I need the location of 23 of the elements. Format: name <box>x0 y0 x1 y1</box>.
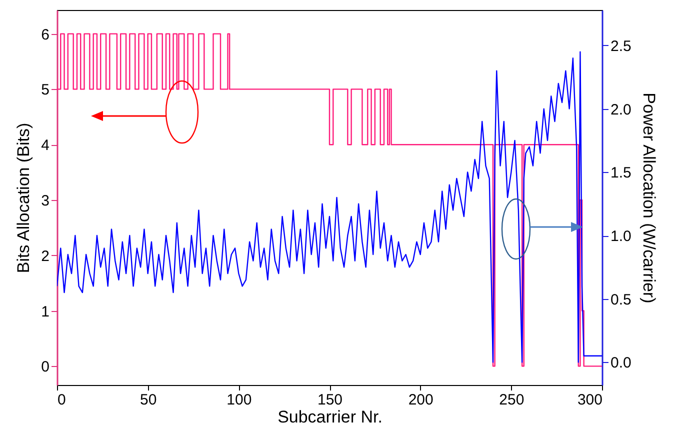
y-tick-label: 5 <box>41 82 50 99</box>
x-tick-label: 300 <box>577 392 602 408</box>
x-tick-label: 50 <box>140 392 157 408</box>
y-tick-label: 4 <box>41 137 50 154</box>
y2-tick-label: 2.5 <box>610 38 632 55</box>
y2-tick-label: 2.0 <box>610 101 632 118</box>
x-tick-label: 0 <box>58 392 66 408</box>
y2-tick-label: 1.0 <box>610 228 632 246</box>
x-tick-label: 150 <box>317 392 343 408</box>
y-tick-label: 0 <box>41 358 50 376</box>
x-tick-label: 200 <box>408 392 434 408</box>
y-axis-title: Bits Allocation (Bits) <box>14 122 34 274</box>
y2-axis-title: Power Allocation (W/carrier) <box>639 92 658 304</box>
y2-tick-label: 1.5 <box>610 164 632 182</box>
x-tick-label: 250 <box>499 392 524 408</box>
y2-tick-label: 0.0 <box>610 354 632 372</box>
y2-tick-label: 0.5 <box>610 291 632 308</box>
x-tick-label: 100 <box>226 392 252 408</box>
y-tick-label: 3 <box>41 192 50 210</box>
y-tick-label: 2 <box>41 248 50 265</box>
y-tick-label: 1 <box>41 303 50 320</box>
y-tick-label: 6 <box>41 26 50 44</box>
x-axis-title: Subcarrier Nr. <box>278 408 382 426</box>
